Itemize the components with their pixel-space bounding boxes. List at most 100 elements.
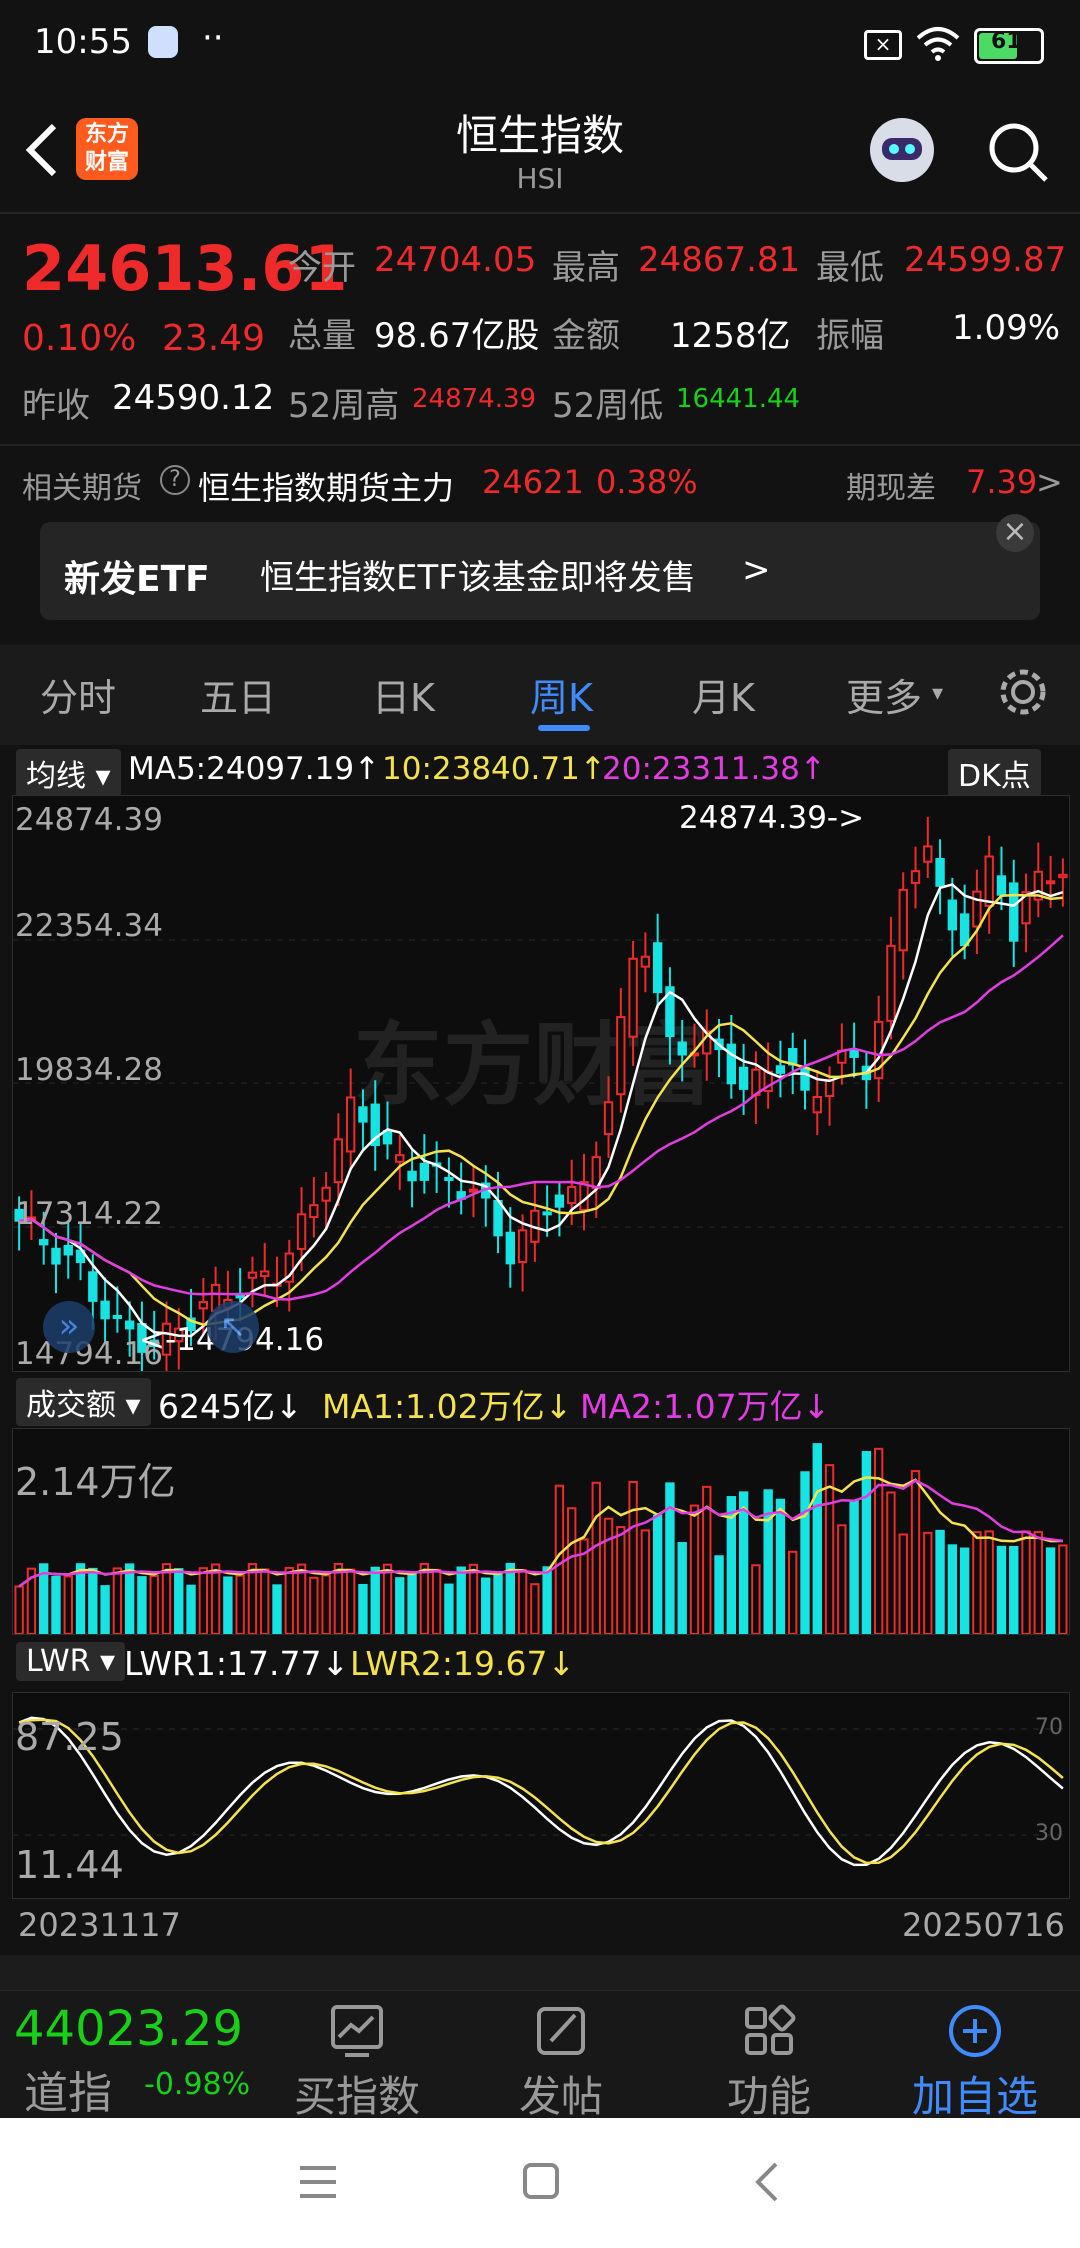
subtab-strip (0, 1955, 1080, 1990)
candle (493, 1199, 503, 1237)
volume-current: 6245亿↓ (158, 1387, 303, 1426)
volume-bar (542, 1566, 552, 1635)
volume-bar (345, 1568, 356, 1635)
volume-bar (260, 1568, 270, 1635)
volume-bar (431, 1568, 442, 1635)
index-ticker[interactable]: 44023.29 道指 -0.98% (0, 1991, 270, 2119)
candle (959, 913, 970, 947)
etf-banner[interactable]: 新发ETF 恒生指数ETF该基金即将发售 > × (40, 514, 1040, 620)
eastmoney-logo[interactable]: 东方 财富 (76, 118, 138, 180)
candle (186, 1317, 196, 1332)
volume-bar (493, 1573, 503, 1635)
candle (812, 1095, 822, 1114)
candle (247, 1271, 258, 1279)
volume-bar (444, 1583, 454, 1636)
volume-bar (1058, 1544, 1068, 1635)
candle (39, 1239, 49, 1246)
amplitude-value: 1.09% (952, 308, 1061, 348)
candle (972, 890, 982, 928)
tab-more[interactable]: 更多 (846, 676, 923, 720)
dk-point-button[interactable]: DK点 (948, 749, 1041, 797)
nav-back-icon[interactable] (752, 2160, 782, 2204)
robot-assistant-icon[interactable] (864, 112, 940, 188)
home-square-icon[interactable] (522, 2162, 560, 2200)
lwr-indicator-selector[interactable]: LWR ▾ (16, 1642, 126, 1681)
candlestick-chart[interactable]: 东方财富 24874.39 22354.34 19834.28 17314.22… (12, 795, 1070, 1382)
volume-bar (161, 1563, 172, 1636)
volume-bar (149, 1575, 159, 1635)
status-time: 10:55 (34, 22, 132, 62)
candle (567, 1186, 577, 1205)
futures-row[interactable]: 相关期货 ? 恒生指数期货主力 24621 0.38% 期现差 7.39 > (0, 455, 1080, 511)
volume-bar (800, 1471, 810, 1635)
w52-low-value: 16441.44 (676, 384, 801, 414)
help-icon[interactable]: ? (160, 465, 190, 495)
back-arrow-icon[interactable] (22, 120, 62, 180)
edit-icon (537, 2007, 585, 2055)
banner-chevron-icon: > (742, 550, 771, 590)
candle (358, 1106, 368, 1123)
tab-weekly-k[interactable]: 周K (530, 676, 593, 720)
candle (738, 1066, 749, 1090)
etf-tag: 新发ETF (64, 559, 210, 600)
amount-label: 金额 (552, 316, 620, 356)
more-dots-icon: ·· (202, 18, 224, 58)
candle (100, 1300, 110, 1320)
volume-bar (235, 1574, 245, 1635)
add-watchlist-button[interactable]: 加自选 (900, 2001, 1050, 2124)
high-label: 最高 (552, 248, 620, 288)
volume-bar (395, 1577, 405, 1635)
volume-bar (198, 1567, 209, 1636)
lwr-legend: LWR ▾ LWR1:17.77↓ LWR2:19.67↓ (0, 1638, 1080, 1688)
candle (407, 1170, 417, 1182)
tab-five-day[interactable]: 五日 (200, 676, 277, 720)
functions-button[interactable]: 功能 (694, 2001, 844, 2124)
volume-bar (1045, 1547, 1056, 1635)
volume-bar (468, 1563, 479, 1635)
divider (0, 444, 1080, 446)
tab-daily-k[interactable]: 日K (372, 676, 435, 720)
amplitude-label: 振幅 (816, 316, 884, 356)
settings-gear-icon[interactable] (996, 665, 1050, 719)
lwr-top-label: 87.25 (15, 1715, 124, 1759)
close-icon[interactable]: × (996, 514, 1034, 552)
logo-line1: 东方 (84, 122, 129, 147)
tab-fenshi[interactable]: 分时 (40, 676, 117, 720)
candle (345, 1096, 356, 1153)
volume-bar (689, 1504, 700, 1635)
expand-chevron-icon[interactable]: » (43, 1301, 95, 1353)
volume-bar (14, 1585, 24, 1635)
tab-monthly-k[interactable]: 月K (692, 676, 755, 720)
candle (444, 1176, 454, 1181)
candle (677, 1041, 687, 1056)
volume-chart[interactable]: 2.14万亿 (12, 1428, 1070, 1636)
candle (640, 955, 651, 968)
post-button[interactable]: 发帖 (486, 2001, 636, 2124)
buy-index-label: 买指数 (293, 2072, 420, 2121)
candle (296, 1213, 307, 1250)
w52-high-value: 24874.39 (412, 384, 537, 414)
volume-bar (63, 1575, 73, 1636)
lwr-chart[interactable]: 87.25 11.44 70 30 (12, 1692, 1070, 1899)
w52-low-label: 52周低 (552, 386, 664, 426)
functions-label: 功能 (726, 2072, 811, 2121)
volume-bar (886, 1491, 896, 1636)
candle (51, 1247, 61, 1265)
buy-index-button[interactable]: 买指数 (282, 2001, 432, 2124)
candle (603, 1101, 614, 1136)
ma20-value: 20:23311.38↑ (602, 751, 826, 787)
menu-icon[interactable] (298, 2164, 338, 2200)
candle (984, 855, 994, 907)
battery-icon: 61 (974, 28, 1044, 64)
volume-bar (481, 1577, 491, 1635)
volume-bar (996, 1545, 1007, 1635)
status-bar: 10:55 ·· × 61 (0, 0, 1080, 90)
volume-bar (321, 1574, 331, 1636)
volume-indicator-selector[interactable]: 成交额 ▾ (16, 1378, 151, 1426)
page-title: 恒生指数 (455, 111, 624, 160)
reset-arrow-icon[interactable]: ↖ (207, 1301, 259, 1353)
volume-bar (51, 1575, 61, 1635)
ma-indicator-selector[interactable]: 均线 ▾ (16, 749, 121, 797)
search-icon[interactable] (986, 120, 1050, 184)
y-label-4: 17314.22 (15, 1196, 163, 1232)
